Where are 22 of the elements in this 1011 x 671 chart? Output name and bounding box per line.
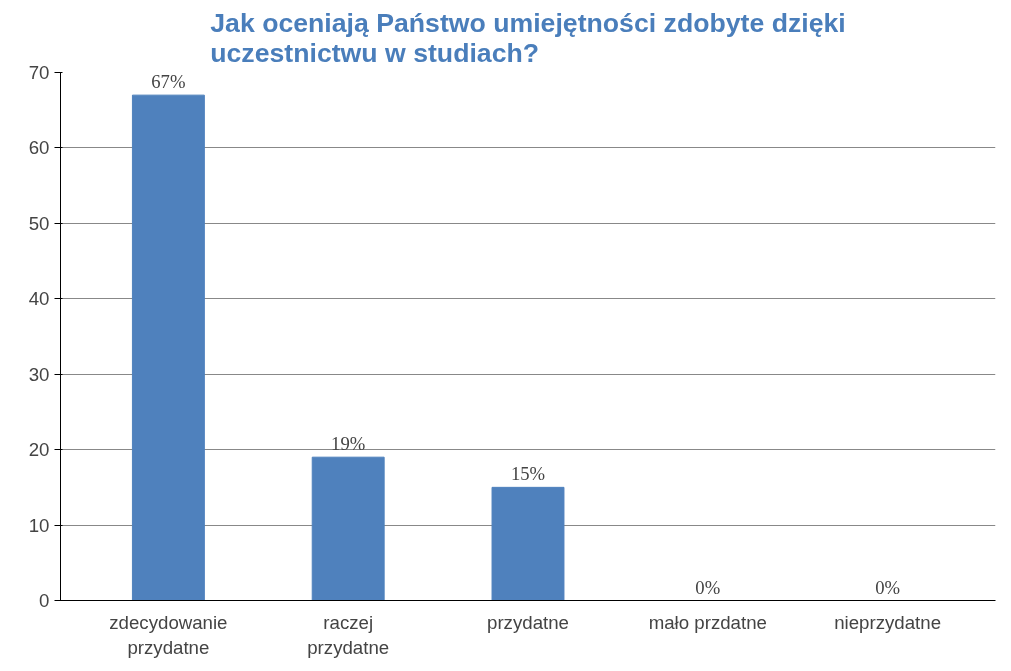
y-tick-label: 40 [28, 288, 50, 310]
y-tick-label: 10 [28, 514, 50, 536]
bar [131, 94, 205, 601]
x-tick-label: raczej przydatne [307, 611, 390, 658]
x-tick-label: przydatne [487, 611, 569, 633]
data-label: 19% [331, 433, 366, 455]
bar [311, 456, 385, 601]
x-tick-label: nieprzydatne [834, 611, 942, 633]
y-tick-label: 30 [28, 363, 50, 385]
y-tick-label: 60 [28, 137, 50, 159]
data-label: 15% [510, 463, 546, 485]
data-label: 0% [875, 576, 901, 598]
x-tick-label: zdecydowanie przydatne [109, 611, 228, 658]
y-tick-label: 0 [39, 590, 50, 611]
bar [491, 486, 565, 601]
data-label: 0% [695, 576, 721, 598]
y-tick-label: 20 [28, 439, 50, 461]
y-tick-label: 50 [28, 212, 50, 234]
x-tick-label: mało przdatne [648, 611, 767, 633]
chart-title: Jak oceniają Państwo umiejętności zdobyte dzięki uczestnictwu w studiach? [210, 7, 846, 68]
y-tick-label: 70 [28, 62, 50, 83]
data-label: 67% [151, 71, 186, 93]
